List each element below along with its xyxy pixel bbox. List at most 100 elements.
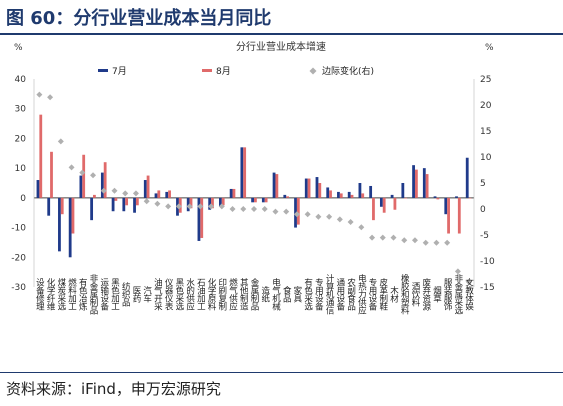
x-tick-label: 化学原料 [206,277,216,311]
bar-august [296,197,300,225]
marginal-change-point [411,237,418,244]
marginal-change-point [122,190,129,197]
marginal-change-point [454,268,461,275]
bar-august [329,190,332,198]
bar-july [326,187,330,198]
marginal-change-point [79,169,86,176]
marginal-change-point [465,278,472,285]
bar-july [401,183,405,198]
bar-august [82,154,86,198]
x-tick-label: 仪器仪表 [163,278,173,311]
x-tick-label: 电气机械 [270,277,280,311]
x-tick-label: 汽车 [142,285,152,303]
bar-august [372,197,375,221]
bar-august [135,197,139,206]
marginal-change-point [57,138,64,145]
marginal-change-point [283,208,290,215]
right-tick-label: -10 [480,257,495,267]
bar-july [347,191,351,198]
bar-august [221,197,225,206]
marginal-change-point [422,239,429,246]
x-tick-label: 医药 [131,286,141,303]
legend-swatch-change [309,67,317,75]
left-tick-label: -10 [11,224,26,234]
bar-august [307,178,311,198]
marginal-change-point [326,213,333,220]
marginal-change-point [68,164,75,171]
figure-footer: 资料来源：iFind，申万宏源研究 [0,372,563,406]
legend-label: 8月 [216,66,231,77]
marginal-change-point [358,224,365,231]
bar-august [50,151,53,198]
bar-august [361,193,365,198]
x-tick-label: 有色采选 [303,277,313,311]
x-tick-label: 设备修理 [34,277,44,310]
right-tick-label: 5 [480,179,486,189]
x-tick-label: 燃气供应 [228,277,238,311]
bar-august [103,162,107,198]
bar-august [243,147,247,198]
x-tick-label: 木材 [389,285,399,302]
x-tick-label: 其他制造 [238,278,248,311]
source-note: 资料来源：iFind，申万宏源研究 [6,380,221,398]
x-tick-label: 非金属制品 [88,273,98,315]
bar-august [71,197,75,234]
marginal-change-point [154,200,161,207]
bar-july [154,193,158,198]
legend-label: 7月 [112,66,127,77]
marginal-change-point [347,219,354,225]
bar-july [379,197,383,207]
chart-axes: 40 30 20 10 0 -10 -20 -30 25 20 15 10 5 0 -5 -10 -15 [11,75,495,293]
chart-legend: 7月 8月 边际变化(右) [98,65,374,77]
bar-july [36,180,40,198]
figure-header: 图 60：分行业营业成本当月同比 [0,0,563,35]
bar-july [111,197,115,212]
bar-august [125,197,129,206]
x-tick-label: 纺织品 [120,281,130,307]
bar-august [146,175,150,198]
bar-august [168,190,171,198]
figure-title: 图 60：分行业营业成本当月同比 [6,8,272,29]
x-tick-label: 造纸 [260,285,270,303]
bar-august [264,197,268,203]
right-tick-label: 15 [480,127,491,137]
x-tick-label: 废弃资源 [421,277,431,311]
bar-july [455,196,458,198]
bar-july [208,197,212,210]
marginal-change-point [132,190,139,197]
marginal-change-point [433,239,440,246]
marginal-change-point [261,206,268,212]
x-tick-label: 服装服饰 [442,278,452,311]
right-tick-label: -15 [480,283,495,293]
x-tick-label: 运输设备 [99,278,109,311]
bar-july [444,197,448,215]
marginal-change-point [175,203,182,210]
left-tick-label: -30 [11,283,26,293]
bar-july [229,188,233,198]
bar-july [304,178,308,198]
bar-july [422,168,426,198]
bar-july [58,197,61,252]
bar-august [211,197,214,209]
left-tick-label: 30 [15,105,27,115]
x-tick-label: 专用设备 [313,277,323,311]
x-tick-label: 煤炭采选 [56,277,66,311]
right-tick-label: 0 [480,205,486,215]
bar-august [404,197,408,199]
marginal-change-point [165,203,172,210]
x-axis-labels: 设备修理 化学纤维 煤炭采选 燃料加工 有色冶炼 非金属制品 运输设备 黑色加工 纺织品 医药 汽车… [34,273,474,315]
marginal-change-point [47,94,54,101]
marginal-change-point [208,203,215,210]
right-tick-label: 25 [480,75,491,85]
x-tick-label: 燃料加工 [67,277,77,310]
marginal-change-point [293,211,300,218]
bar-august [286,196,289,198]
marginal-change-point [100,187,107,194]
x-tick-label: 非金属采选 [453,273,463,315]
x-tick-label: 家具 [292,285,302,303]
bar-july [100,172,104,198]
right-tick-label: -5 [480,231,489,241]
bar-august [350,194,354,198]
marginal-change-point [315,213,322,220]
left-tick-label: 0 [20,194,26,204]
